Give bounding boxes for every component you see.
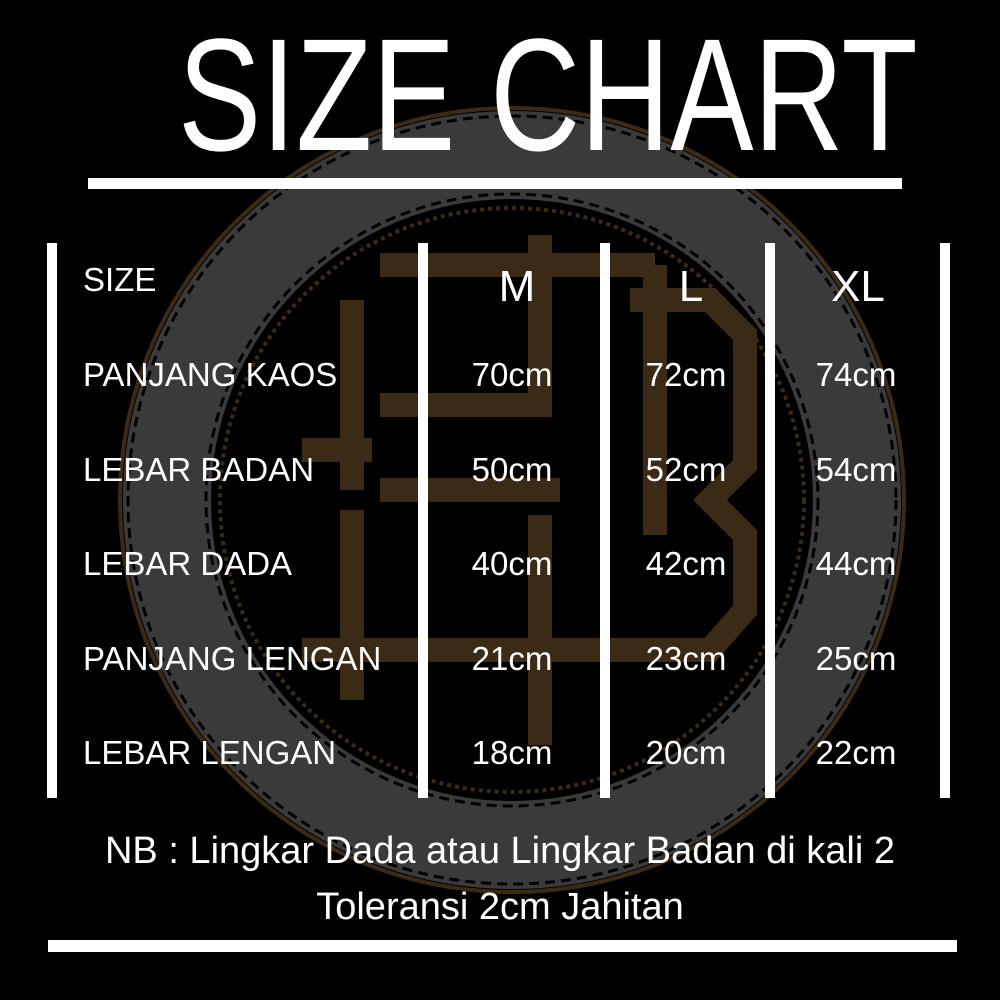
row-value-xl: 25cm bbox=[815, 639, 897, 677]
row-value-xl: 74cm bbox=[815, 356, 897, 393]
row-label: PANJANG LENGAN bbox=[83, 639, 382, 677]
title-underline bbox=[88, 178, 902, 189]
row-value-l: 42cm bbox=[645, 545, 727, 582]
row-value-m: 18cm bbox=[471, 734, 553, 771]
column-divider bbox=[418, 243, 428, 798]
header-size-m: M bbox=[498, 262, 536, 311]
header-size-label: SIZE bbox=[83, 261, 157, 298]
row-value-l: 20cm bbox=[645, 734, 727, 771]
row-value-m: 21cm bbox=[471, 639, 553, 677]
row-value-m: 70cm bbox=[471, 356, 553, 393]
row-value-m: 50cm bbox=[471, 450, 553, 488]
table-border-left bbox=[47, 243, 57, 798]
row-value-xl: 44cm bbox=[815, 545, 897, 582]
header-size-xl: XL bbox=[831, 262, 885, 311]
row-value-l: 52cm bbox=[645, 450, 727, 488]
note-line-2: Toleransi 2cm Jahitan bbox=[316, 886, 684, 928]
row-value-xl: 22cm bbox=[815, 734, 897, 771]
bottom-rule bbox=[48, 940, 957, 952]
note-line-1: NB : Lingkar Dada atau Lingkar Badan di … bbox=[104, 830, 896, 872]
page-title: SIZE CHART bbox=[178, 5, 918, 184]
row-value-m: 40cm bbox=[471, 545, 553, 582]
column-divider bbox=[765, 243, 775, 798]
row-label: LEBAR LENGAN bbox=[83, 734, 337, 771]
row-value-l: 72cm bbox=[645, 356, 727, 393]
header-size-l: L bbox=[678, 262, 704, 311]
row-value-l: 23cm bbox=[645, 639, 727, 677]
row-label: LEBAR BADAN bbox=[83, 450, 315, 488]
row-value-xl: 54cm bbox=[815, 450, 897, 488]
table-border-right bbox=[940, 243, 950, 798]
column-divider bbox=[600, 243, 610, 798]
row-label: PANJANG KAOS bbox=[83, 356, 338, 393]
row-label: LEBAR DADA bbox=[83, 545, 293, 582]
